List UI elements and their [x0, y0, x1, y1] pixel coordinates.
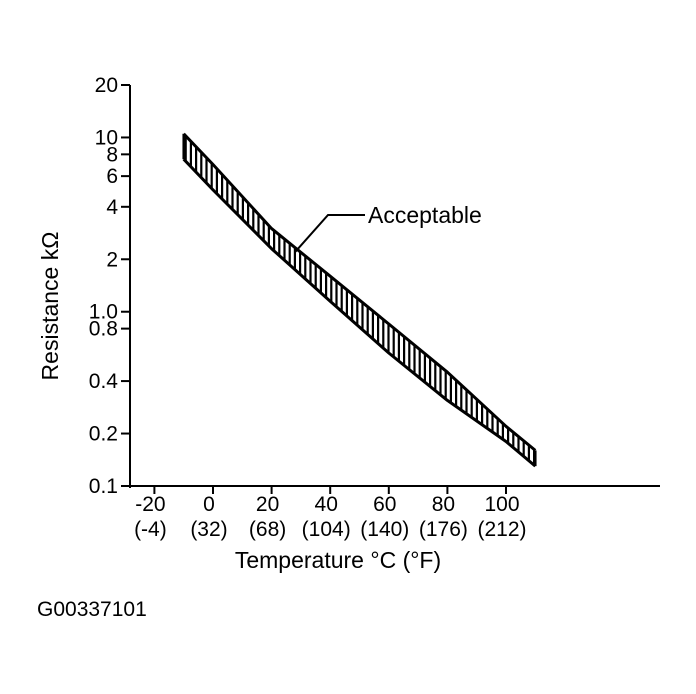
annotation-label: Acceptable [368, 202, 482, 228]
figure-id: G00337101 [37, 598, 147, 621]
y-tick-label: 0.8 [89, 318, 118, 341]
upper-limit-line [182, 132, 537, 452]
x-tick-label: 60 [373, 493, 396, 516]
axes [129, 85, 660, 488]
x-tick-label: 40 [315, 493, 338, 516]
y-tick-label: 0.4 [89, 370, 119, 393]
x-tick-label: 0 [203, 493, 215, 516]
x-tick-label: -20 [135, 493, 165, 516]
y-tick-label: 20 [95, 74, 118, 97]
lower-limit-line [182, 158, 537, 468]
x-tick-label-fahrenheit: (68) [249, 518, 286, 541]
y-tick-label: 0.2 [89, 423, 118, 446]
x-tick-label-fahrenheit: (176) [419, 518, 468, 541]
y-tick-label: 10 [95, 126, 118, 149]
acceptable-band [182, 132, 537, 468]
y-tick-label: 0.1 [89, 475, 118, 498]
y-tick-label: 4 [106, 196, 118, 219]
annotations: Acceptable [294, 202, 482, 253]
x-tick-label: 80 [432, 493, 455, 516]
x-tick-label-fahrenheit: (212) [477, 518, 526, 541]
x-tick-label: 20 [256, 493, 279, 516]
tick-labels: 201086421.00.80.40.20.1-20(-4)0(32)20(68… [89, 74, 527, 541]
y-tick-label: 2 [106, 248, 118, 271]
y-tick-label: 1.0 [89, 301, 118, 324]
x-tick-label-fahrenheit: (104) [302, 518, 351, 541]
x-tick-label-fahrenheit: (-4) [134, 518, 167, 541]
annotation-leader-line [294, 214, 365, 253]
x-tick-label-fahrenheit: (140) [360, 518, 409, 541]
x-axis-title: Temperature °C (°F) [235, 547, 441, 573]
x-tick-label-fahrenheit: (32) [190, 518, 227, 541]
x-tick-label: 100 [484, 493, 519, 516]
y-axis-title: Resistance kΩ [37, 232, 63, 381]
y-tick-label: 8 [106, 143, 118, 166]
y-tick-label: 6 [106, 165, 118, 188]
